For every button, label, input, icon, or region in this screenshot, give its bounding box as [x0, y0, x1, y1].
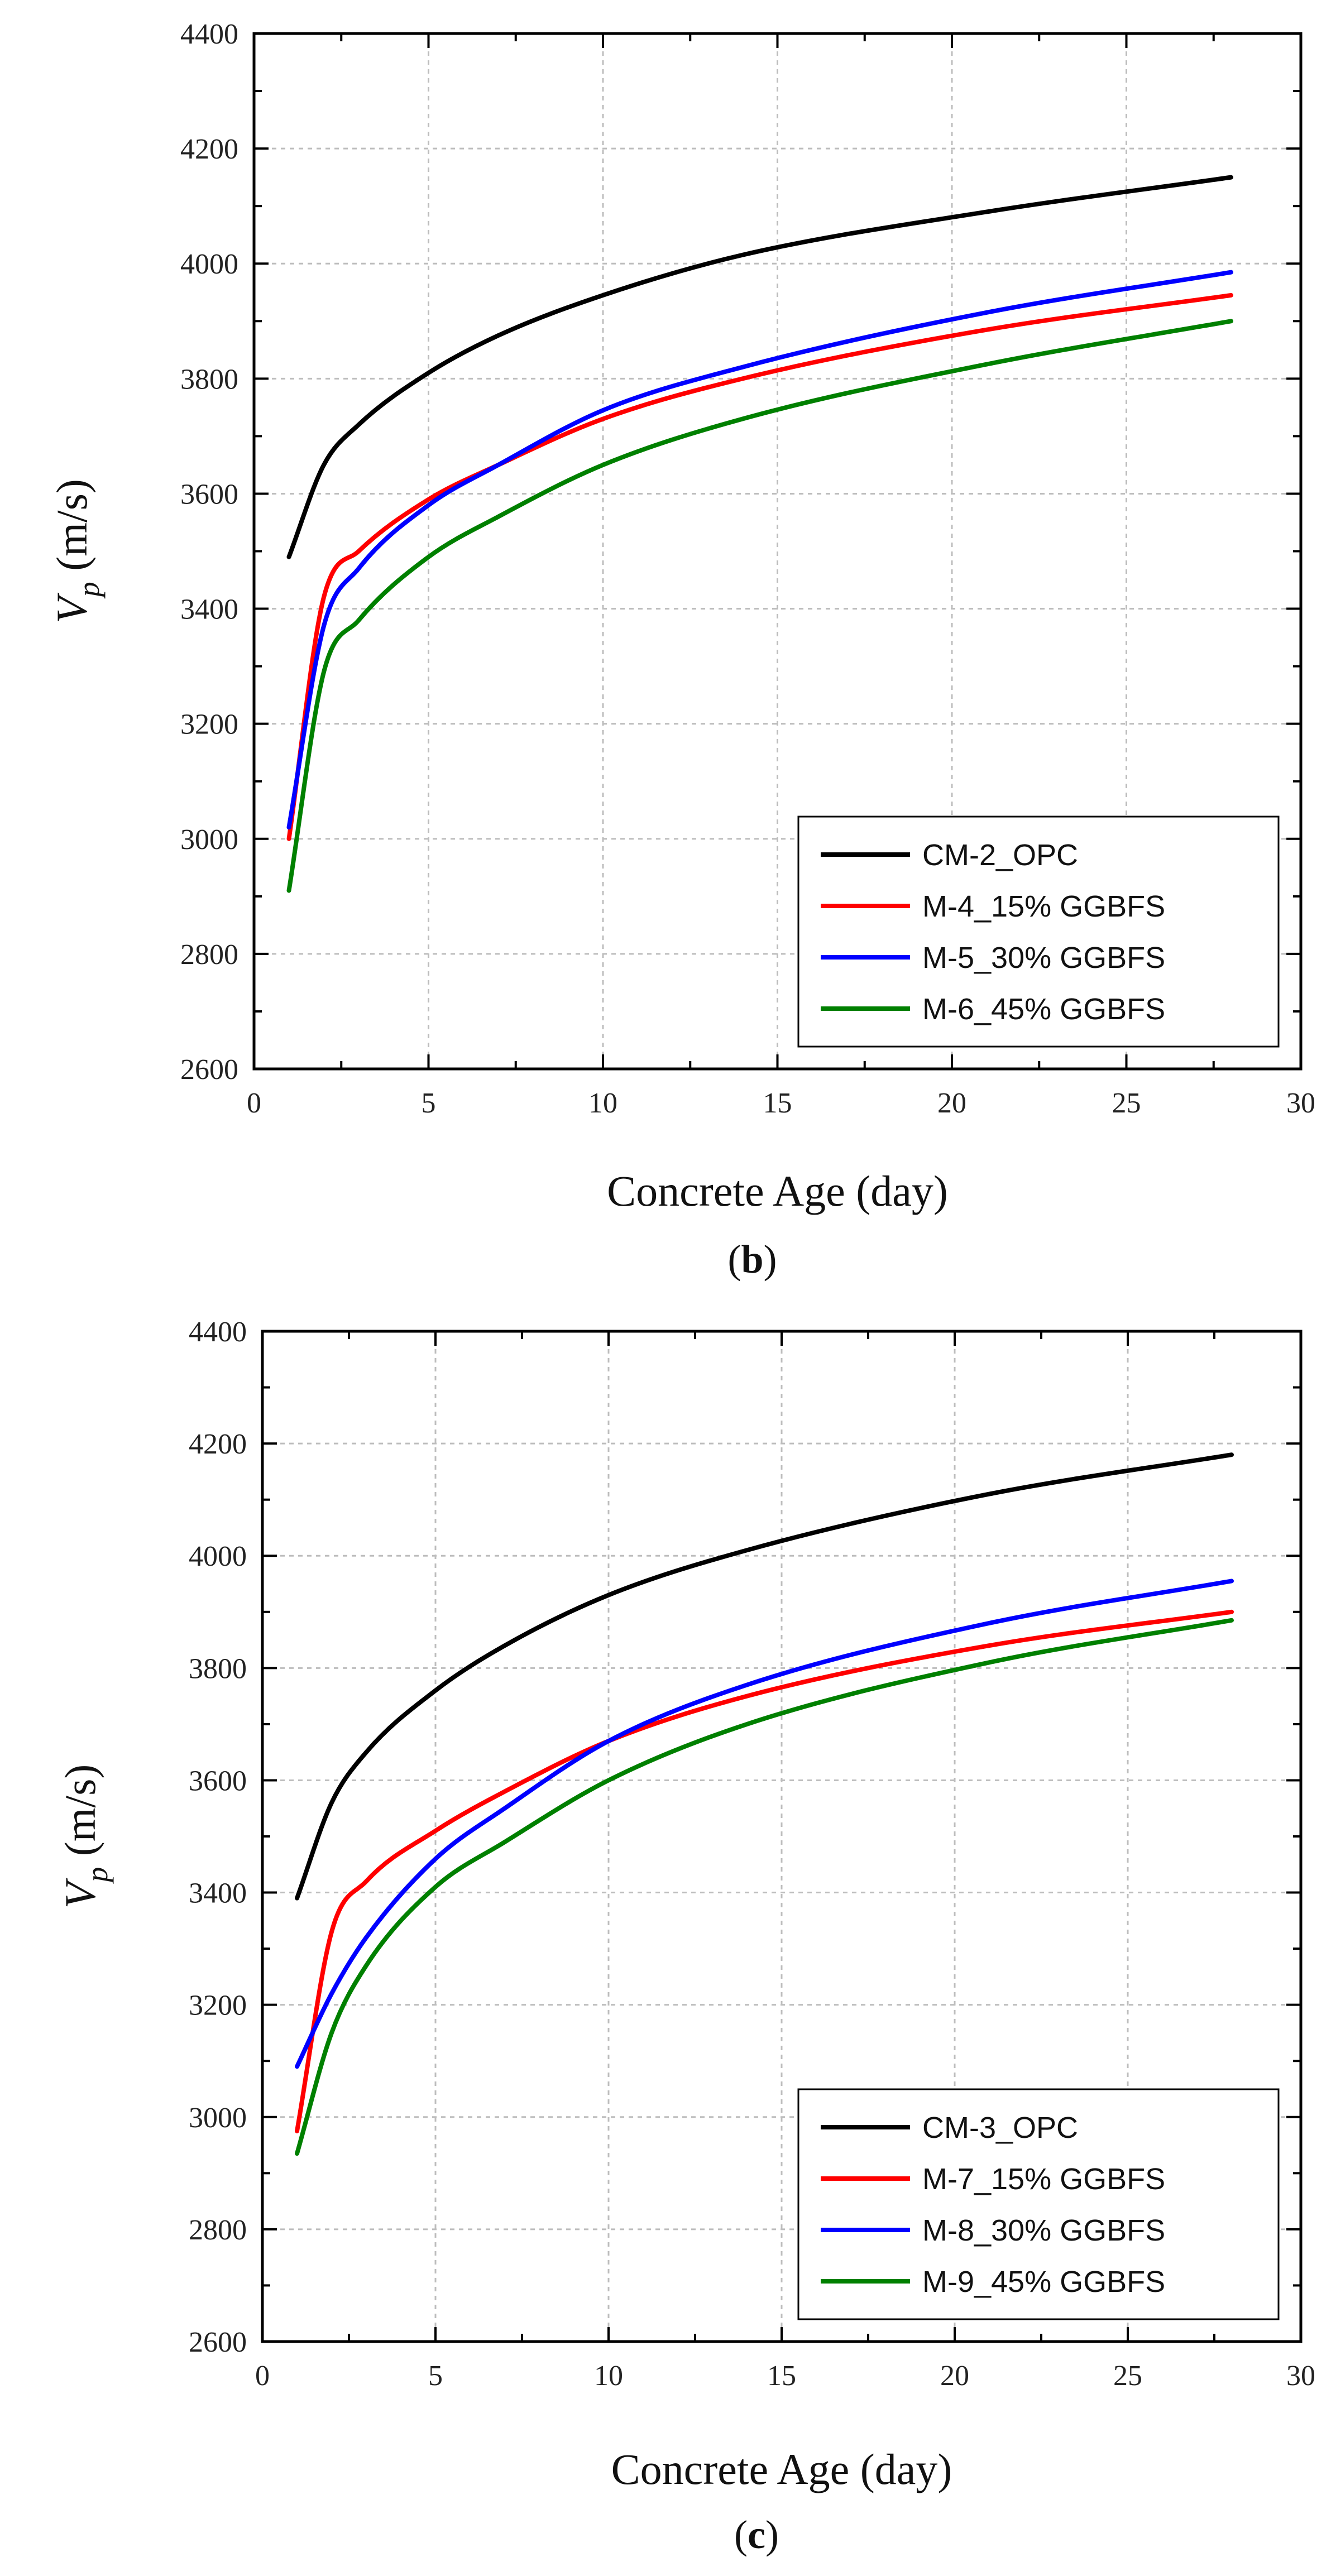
legend-label-4: M-9_45% GGBFS — [922, 2265, 1165, 2299]
x-tick-label: 20 — [940, 2360, 969, 2392]
x-axis-title: Concrete Age (day) — [607, 1167, 948, 1215]
y-tick-label: 3400 — [180, 594, 238, 626]
series-line-3 — [295, 1579, 1234, 2069]
panel-label-letter: c — [748, 2512, 765, 2557]
y-axis-title-unit: (m/s) — [47, 479, 96, 582]
legend-label-1: CM-2_OPC — [922, 838, 1078, 872]
y-tick-label: 4000 — [180, 248, 238, 280]
panel-label-open: ( — [734, 2512, 748, 2557]
x-tick-label: 15 — [767, 2360, 796, 2392]
legend: CM-2_OPC M-4_15% GGBFS M-5_30% GGBFS M-6_45… — [797, 816, 1280, 1048]
y-tick-label: 2600 — [180, 1054, 238, 1086]
series-line-2 — [295, 1609, 1234, 2133]
panel-label: (c) — [734, 2512, 779, 2557]
y-tick-label: 2800 — [189, 2214, 247, 2246]
y-axis-title-sub: p — [80, 1867, 114, 1884]
legend-label-4: M-6_45% GGBFS — [922, 992, 1165, 1026]
y-tick-label: 3800 — [189, 1653, 247, 1685]
panel-label-close: ) — [765, 2512, 779, 2557]
x-axis-title: Concrete Age (day) — [611, 2445, 952, 2493]
legend-label-3: M-8_30% GGBFS — [922, 2214, 1165, 2247]
y-tick-label: 3200 — [180, 709, 238, 741]
series-line-1 — [295, 1452, 1234, 1901]
x-tick-label: 30 — [1286, 2360, 1315, 2392]
series-line-3 — [286, 270, 1233, 830]
series-line-2 — [286, 292, 1233, 841]
y-axis-title: Vp (m/s) — [47, 479, 106, 623]
x-tick-label: 5 — [428, 2360, 443, 2392]
chart-panel-b: 0 5 10 15 20 25 30 2600 2800 3000 3200 3400 3600 3800… — [47, 18, 1315, 1282]
y-tick-label: 4200 — [180, 133, 238, 165]
x-tick-label: 25 — [1112, 1087, 1141, 1119]
legend-label-2: M-7_15% GGBFS — [922, 2162, 1165, 2196]
y-axis-title-main: V — [47, 592, 96, 623]
y-tick-label: 2600 — [189, 2326, 247, 2358]
y-tick-label: 3400 — [189, 1878, 247, 1910]
y-tick-label: 2800 — [180, 939, 238, 971]
panel-label-letter: b — [741, 1237, 763, 1282]
x-tick-label: 5 — [422, 1087, 436, 1119]
panel-label: (b) — [727, 1237, 777, 1282]
x-tick-label: 20 — [937, 1087, 966, 1119]
y-tick-label: 4200 — [189, 1428, 247, 1460]
panel-label-close: ) — [764, 1237, 777, 1282]
y-axis-title-main: V — [56, 1877, 104, 1908]
y-tick-label: 3600 — [189, 1765, 247, 1797]
plot-frame — [261, 1330, 1303, 2343]
y-tick-label: 4400 — [180, 18, 238, 50]
x-tick-label: 10 — [594, 2360, 623, 2392]
y-tick-label: 3200 — [189, 1990, 247, 2022]
y-tick-label: 3000 — [180, 824, 238, 856]
series-line-4 — [286, 319, 1233, 893]
legend-label-3: M-5_30% GGBFS — [922, 941, 1165, 975]
y-tick-label: 3000 — [189, 2102, 247, 2134]
series-line-1 — [286, 175, 1233, 559]
y-tick-label: 4400 — [189, 1316, 247, 1348]
y-axis-title-unit: (m/s) — [56, 1764, 104, 1867]
x-tick-label: 0 — [255, 2360, 270, 2392]
legend-label-1: CM-3_OPC — [922, 2111, 1078, 2145]
y-axis-title-sub: p — [72, 582, 106, 599]
chart-panel-c: 0 5 10 15 20 25 30 2600 2800 3000 3200 3400 3600 3800… — [56, 1316, 1315, 2557]
legend: CM-3_OPC M-7_15% GGBFS M-8_30% GGBFS M-9_45… — [797, 2088, 1280, 2320]
series-line-4 — [295, 1618, 1234, 2156]
plot-frame — [252, 32, 1303, 1071]
panel-label-open: ( — [727, 1237, 741, 1282]
x-tick-label: 10 — [588, 1087, 617, 1119]
x-tick-label: 0 — [247, 1087, 261, 1119]
x-tick-label: 25 — [1113, 2360, 1142, 2392]
y-axis-title: Vp (m/s) — [56, 1764, 114, 1909]
y-tick-label: 3600 — [180, 478, 238, 510]
y-tick-label: 4000 — [189, 1541, 247, 1572]
x-tick-label: 15 — [763, 1087, 792, 1119]
y-tick-label: 3800 — [180, 363, 238, 395]
legend-label-2: M-4_15% GGBFS — [922, 890, 1165, 923]
x-tick-label: 30 — [1286, 1087, 1315, 1119]
